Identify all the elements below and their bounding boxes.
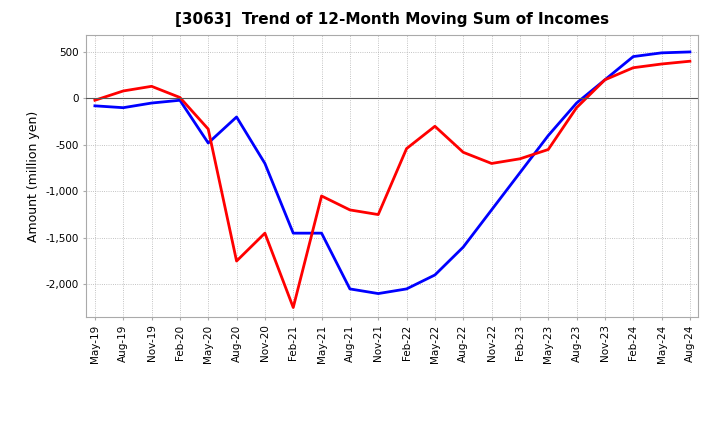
Y-axis label: Amount (million yen): Amount (million yen) <box>27 110 40 242</box>
Net Income <box>459 150 467 155</box>
Net Income <box>544 147 552 152</box>
Net Income <box>261 231 269 236</box>
Net Income <box>685 59 694 64</box>
Net Income <box>431 124 439 129</box>
Ordinary Income <box>544 133 552 138</box>
Net Income <box>318 193 326 198</box>
Line: Net Income: Net Income <box>95 61 690 308</box>
Ordinary Income <box>487 207 496 213</box>
Line: Ordinary Income: Ordinary Income <box>95 52 690 293</box>
Ordinary Income <box>261 161 269 166</box>
Ordinary Income <box>629 54 637 59</box>
Ordinary Income <box>148 100 156 106</box>
Ordinary Income <box>233 114 241 120</box>
Ordinary Income <box>516 170 524 176</box>
Net Income <box>233 258 241 264</box>
Ordinary Income <box>119 105 127 110</box>
Net Income <box>204 126 212 132</box>
Ordinary Income <box>374 291 382 296</box>
Ordinary Income <box>289 231 297 236</box>
Ordinary Income <box>431 272 439 278</box>
Title: [3063]  Trend of 12-Month Moving Sum of Incomes: [3063] Trend of 12-Month Moving Sum of I… <box>176 12 609 27</box>
Net Income <box>346 207 354 213</box>
Ordinary Income <box>318 231 326 236</box>
Ordinary Income <box>572 100 581 106</box>
Net Income <box>487 161 496 166</box>
Net Income <box>600 77 609 82</box>
Net Income <box>374 212 382 217</box>
Ordinary Income <box>91 103 99 109</box>
Ordinary Income <box>600 77 609 82</box>
Net Income <box>572 105 581 110</box>
Net Income <box>289 305 297 310</box>
Ordinary Income <box>204 140 212 146</box>
Net Income <box>91 98 99 103</box>
Ordinary Income <box>459 245 467 250</box>
Ordinary Income <box>176 98 184 103</box>
Net Income <box>629 65 637 70</box>
Net Income <box>402 146 411 151</box>
Net Income <box>119 88 127 94</box>
Ordinary Income <box>657 50 666 55</box>
Net Income <box>657 61 666 66</box>
Ordinary Income <box>685 49 694 55</box>
Ordinary Income <box>402 286 411 292</box>
Net Income <box>176 95 184 100</box>
Net Income <box>148 84 156 89</box>
Net Income <box>516 156 524 161</box>
Ordinary Income <box>346 286 354 292</box>
